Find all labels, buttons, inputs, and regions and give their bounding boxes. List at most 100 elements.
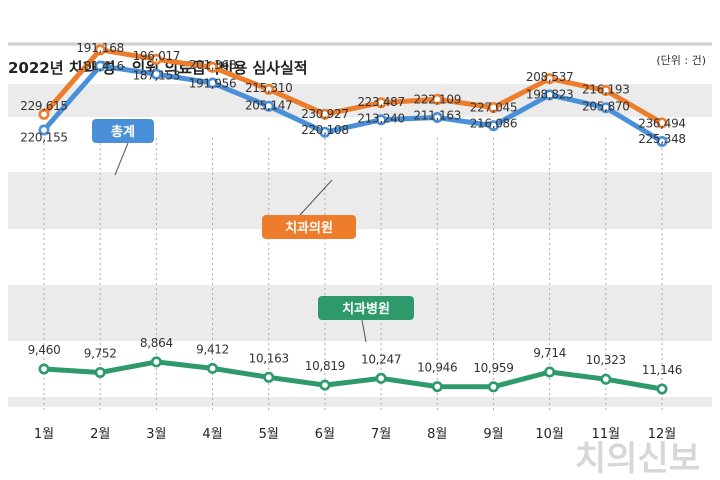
grid-band: [8, 397, 712, 407]
data-label: 220,155: [20, 130, 68, 144]
x-tick-label: 12월: [648, 427, 677, 442]
data-label: 225,348: [638, 132, 686, 146]
x-tick-label: 3월: [146, 427, 166, 442]
data-point: [431, 112, 443, 124]
data-label: 8,864: [140, 336, 173, 350]
data-label: 10,959: [473, 361, 513, 375]
series-tag-label: 치과병원: [342, 301, 390, 317]
data-point: [656, 117, 668, 129]
data-label: 205,870: [582, 99, 630, 113]
data-label: 9,714: [533, 346, 566, 360]
data-label: 10,819: [305, 359, 345, 373]
series-tag-label: 총계: [111, 124, 135, 140]
x-tick-label: 6월: [315, 427, 335, 442]
data-label: 227,045: [470, 101, 518, 115]
data-point: [94, 60, 106, 72]
data-point: [544, 89, 556, 101]
x-axis-labels: 1월 2월 3월 4월 5월 6월 7월 8월 9월 10월 11월 12월: [34, 427, 676, 442]
x-tick-label: 7월: [371, 427, 391, 442]
data-label: 181,416: [76, 59, 124, 73]
data-label: 10,323: [586, 353, 626, 367]
data-point: [263, 371, 275, 383]
data-label: 216,086: [470, 116, 518, 130]
data-label: 187,153: [133, 68, 181, 82]
data-label: 10,946: [417, 361, 457, 375]
data-label: 229,615: [20, 99, 68, 113]
tag-leader-line: [299, 179, 333, 216]
data-label: 11,146: [642, 363, 682, 377]
x-tick-label: 11월: [592, 427, 621, 442]
data-label: 198,823: [526, 88, 574, 102]
data-point: [150, 356, 162, 368]
data-label: 205,147: [245, 98, 293, 112]
data-point: [94, 44, 106, 56]
series-tag: [318, 296, 414, 320]
data-label: 223,487: [357, 95, 405, 109]
data-point: [319, 126, 331, 138]
data-point: [319, 108, 331, 120]
value-labels: 229,615 191,168 196,017 201,368 215,310 230,9…: [20, 41, 686, 377]
x-tick-label: 8월: [427, 427, 447, 442]
data-point: [431, 381, 443, 393]
data-point: [656, 136, 668, 148]
data-point: [263, 100, 275, 112]
data-label: 220,108: [301, 123, 349, 137]
data-label: 211,163: [414, 108, 462, 122]
data-point: [207, 362, 219, 374]
series-line: [41, 47, 665, 126]
series-line: [41, 359, 665, 392]
tag-leader-line: [114, 142, 129, 176]
data-point: [375, 97, 387, 109]
data-point: [600, 102, 612, 114]
data-label: 9,460: [28, 343, 61, 357]
data-label: 191,168: [76, 41, 124, 55]
data-point: [38, 363, 50, 375]
data-point: [263, 83, 275, 95]
data-point: [319, 379, 331, 391]
data-label: 208,537: [526, 70, 574, 84]
unit-label: (단위 : 건): [656, 54, 706, 67]
data-point: [150, 53, 162, 65]
x-tick-label: 5월: [259, 427, 279, 442]
series-tag: [92, 119, 154, 143]
data-point: [600, 373, 612, 385]
data-label: 222,109: [414, 93, 462, 107]
data-label: 216,193: [582, 83, 630, 97]
x-tick-label: 10월: [535, 427, 564, 442]
data-label: 213,240: [357, 112, 405, 126]
data-label: 10,163: [249, 351, 289, 365]
series-tag: [262, 215, 356, 239]
data-label: 196,017: [133, 49, 181, 63]
grid-band: [8, 172, 712, 229]
data-label: 191,956: [189, 76, 237, 90]
data-label: 10,247: [361, 352, 401, 366]
data-point: [487, 120, 499, 132]
data-point: [375, 114, 387, 126]
month-guides: [43, 138, 663, 412]
data-point: [375, 372, 387, 384]
data-point: [487, 381, 499, 393]
data-label: 201,368: [189, 58, 237, 72]
data-point: [544, 73, 556, 85]
series-tag-label: 치과의원: [285, 220, 333, 236]
x-tick-label: 2월: [90, 427, 110, 442]
data-point: [38, 124, 50, 136]
series-lines: [41, 47, 665, 392]
data-point: [544, 366, 556, 378]
data-label: 236,494: [638, 116, 686, 130]
data-point: [600, 85, 612, 97]
data-point: [431, 93, 443, 105]
x-tick-label: 9월: [483, 427, 503, 442]
watermark-logo: 치의신보: [575, 439, 700, 479]
data-point: [656, 383, 668, 395]
tag-leader-line: [361, 319, 367, 343]
data-point: [38, 108, 50, 120]
data-label: 9,752: [84, 346, 117, 360]
data-point: [207, 77, 219, 89]
series-line: [41, 63, 665, 144]
data-label: 230,927: [301, 107, 349, 121]
series-points: [38, 44, 668, 395]
